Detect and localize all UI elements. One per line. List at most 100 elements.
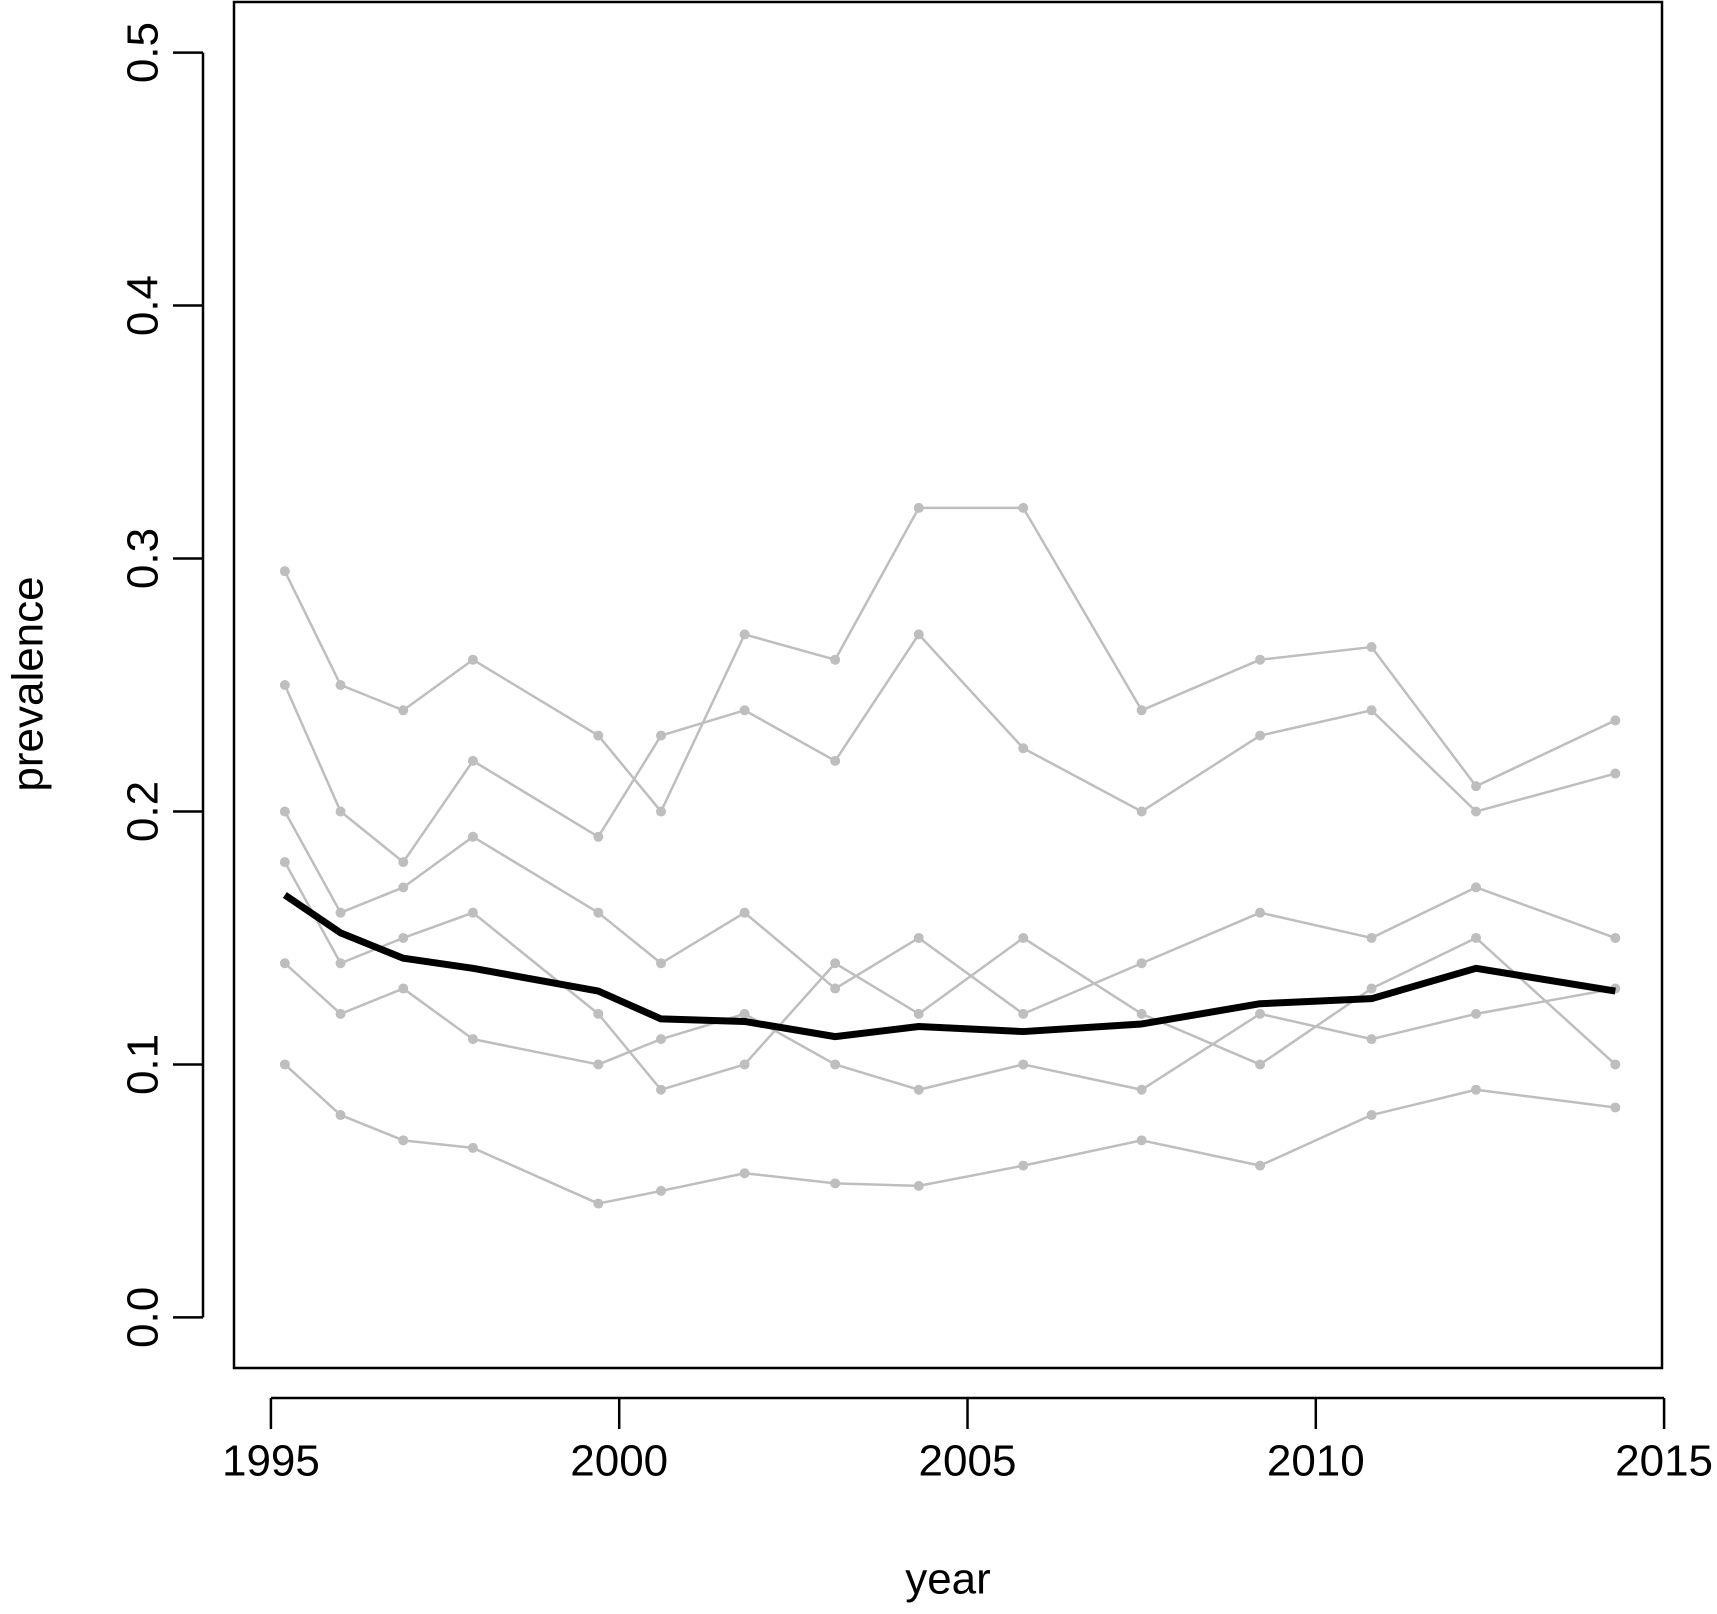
x-tick-label: 2010	[1267, 1437, 1365, 1486]
series-point	[593, 1008, 604, 1019]
series-point	[1255, 907, 1266, 918]
series-point	[1471, 781, 1482, 792]
series-point	[1018, 743, 1029, 754]
series-point	[1610, 1059, 1621, 1070]
y-tick-label: 0.3	[119, 528, 168, 589]
series-point	[1136, 806, 1147, 817]
series-point	[1136, 1008, 1147, 1019]
series-point	[913, 1180, 924, 1191]
y-tick-label: 0.1	[119, 1034, 168, 1095]
series-point	[398, 705, 409, 716]
series-point	[1366, 642, 1377, 653]
series-point	[335, 1110, 346, 1121]
series-line	[283, 633, 1616, 864]
series-point	[279, 680, 290, 690]
series-point	[739, 705, 750, 716]
series-point	[593, 1059, 604, 1070]
series-point	[739, 629, 750, 640]
series-point	[1255, 730, 1266, 741]
series-point	[279, 857, 290, 868]
series-point	[739, 907, 750, 918]
series-point	[656, 730, 667, 741]
series-point	[335, 680, 346, 690]
series-point	[335, 958, 346, 969]
series-point	[1471, 1008, 1482, 1019]
y-tick-label: 0.5	[119, 22, 168, 83]
x-tick-label: 2000	[570, 1437, 668, 1486]
series-point	[656, 1034, 667, 1045]
series-point	[830, 1178, 841, 1189]
y-tick-label: 0.0	[119, 1287, 168, 1348]
series-point	[1366, 932, 1377, 943]
series-point	[593, 831, 604, 842]
series-point	[1610, 768, 1621, 779]
x-tick-label: 1995	[222, 1437, 320, 1486]
series-point	[593, 1198, 604, 1209]
series-point	[335, 1008, 346, 1019]
series-point	[830, 654, 841, 665]
series-point	[1018, 502, 1029, 513]
series-point	[913, 932, 924, 943]
series-point	[1471, 1084, 1482, 1095]
series-point	[1366, 1110, 1377, 1121]
series-point	[1018, 1160, 1029, 1171]
series-point	[1610, 1102, 1621, 1113]
series-point	[398, 983, 409, 994]
y-tick-label: 0.2	[119, 781, 168, 842]
series-point	[1255, 1059, 1266, 1070]
series-point	[656, 806, 667, 817]
series-point	[467, 755, 478, 766]
series-point	[656, 958, 667, 969]
x-tick-label: 2015	[1615, 1437, 1713, 1486]
series-point	[593, 730, 604, 741]
series-point	[830, 983, 841, 994]
series-point	[467, 831, 478, 842]
series-point	[1255, 1008, 1266, 1019]
series-point	[1610, 715, 1621, 726]
series-point	[1366, 1034, 1377, 1045]
series-point	[739, 1059, 750, 1070]
series-point	[656, 1084, 667, 1095]
series-line	[284, 1063, 1616, 1205]
plot-box	[232, 0, 1664, 1370]
series-point	[398, 882, 409, 893]
series-point	[398, 932, 409, 943]
series-point	[1018, 1059, 1029, 1070]
series-point	[913, 1084, 924, 1095]
series-point	[279, 566, 290, 577]
series-point	[279, 806, 290, 817]
series-point	[739, 1168, 750, 1179]
series-point	[1471, 932, 1482, 943]
series-point	[335, 806, 346, 817]
series-line	[283, 506, 1616, 813]
series-point	[739, 1008, 750, 1019]
series-point	[1471, 882, 1482, 893]
series-point	[1610, 932, 1621, 943]
mean-line	[282, 892, 1616, 1041]
series-point	[1018, 1008, 1029, 1019]
series-point	[830, 958, 841, 969]
series-point	[1136, 958, 1147, 969]
series-point	[1366, 705, 1377, 716]
x-tick-label: 2005	[919, 1437, 1017, 1486]
y-tick-label: 0.4	[119, 275, 168, 336]
series-point	[467, 907, 478, 918]
series-point	[1018, 932, 1029, 943]
series-point	[656, 1185, 667, 1196]
series-point	[467, 654, 478, 665]
series-point	[467, 1034, 478, 1045]
y-axis-label: prevalence	[4, 576, 53, 791]
series-point	[1136, 705, 1147, 716]
series-point	[1136, 1084, 1147, 1095]
x-axis-label: year	[905, 1555, 991, 1604]
series-point	[1136, 1135, 1147, 1146]
series-point	[398, 1135, 409, 1146]
series-point	[279, 1059, 290, 1070]
series-line	[283, 861, 1617, 1091]
series-point	[1366, 983, 1377, 994]
series-point	[1471, 806, 1482, 817]
series-point	[279, 958, 290, 969]
series-point	[593, 907, 604, 918]
series-point	[1255, 654, 1266, 665]
